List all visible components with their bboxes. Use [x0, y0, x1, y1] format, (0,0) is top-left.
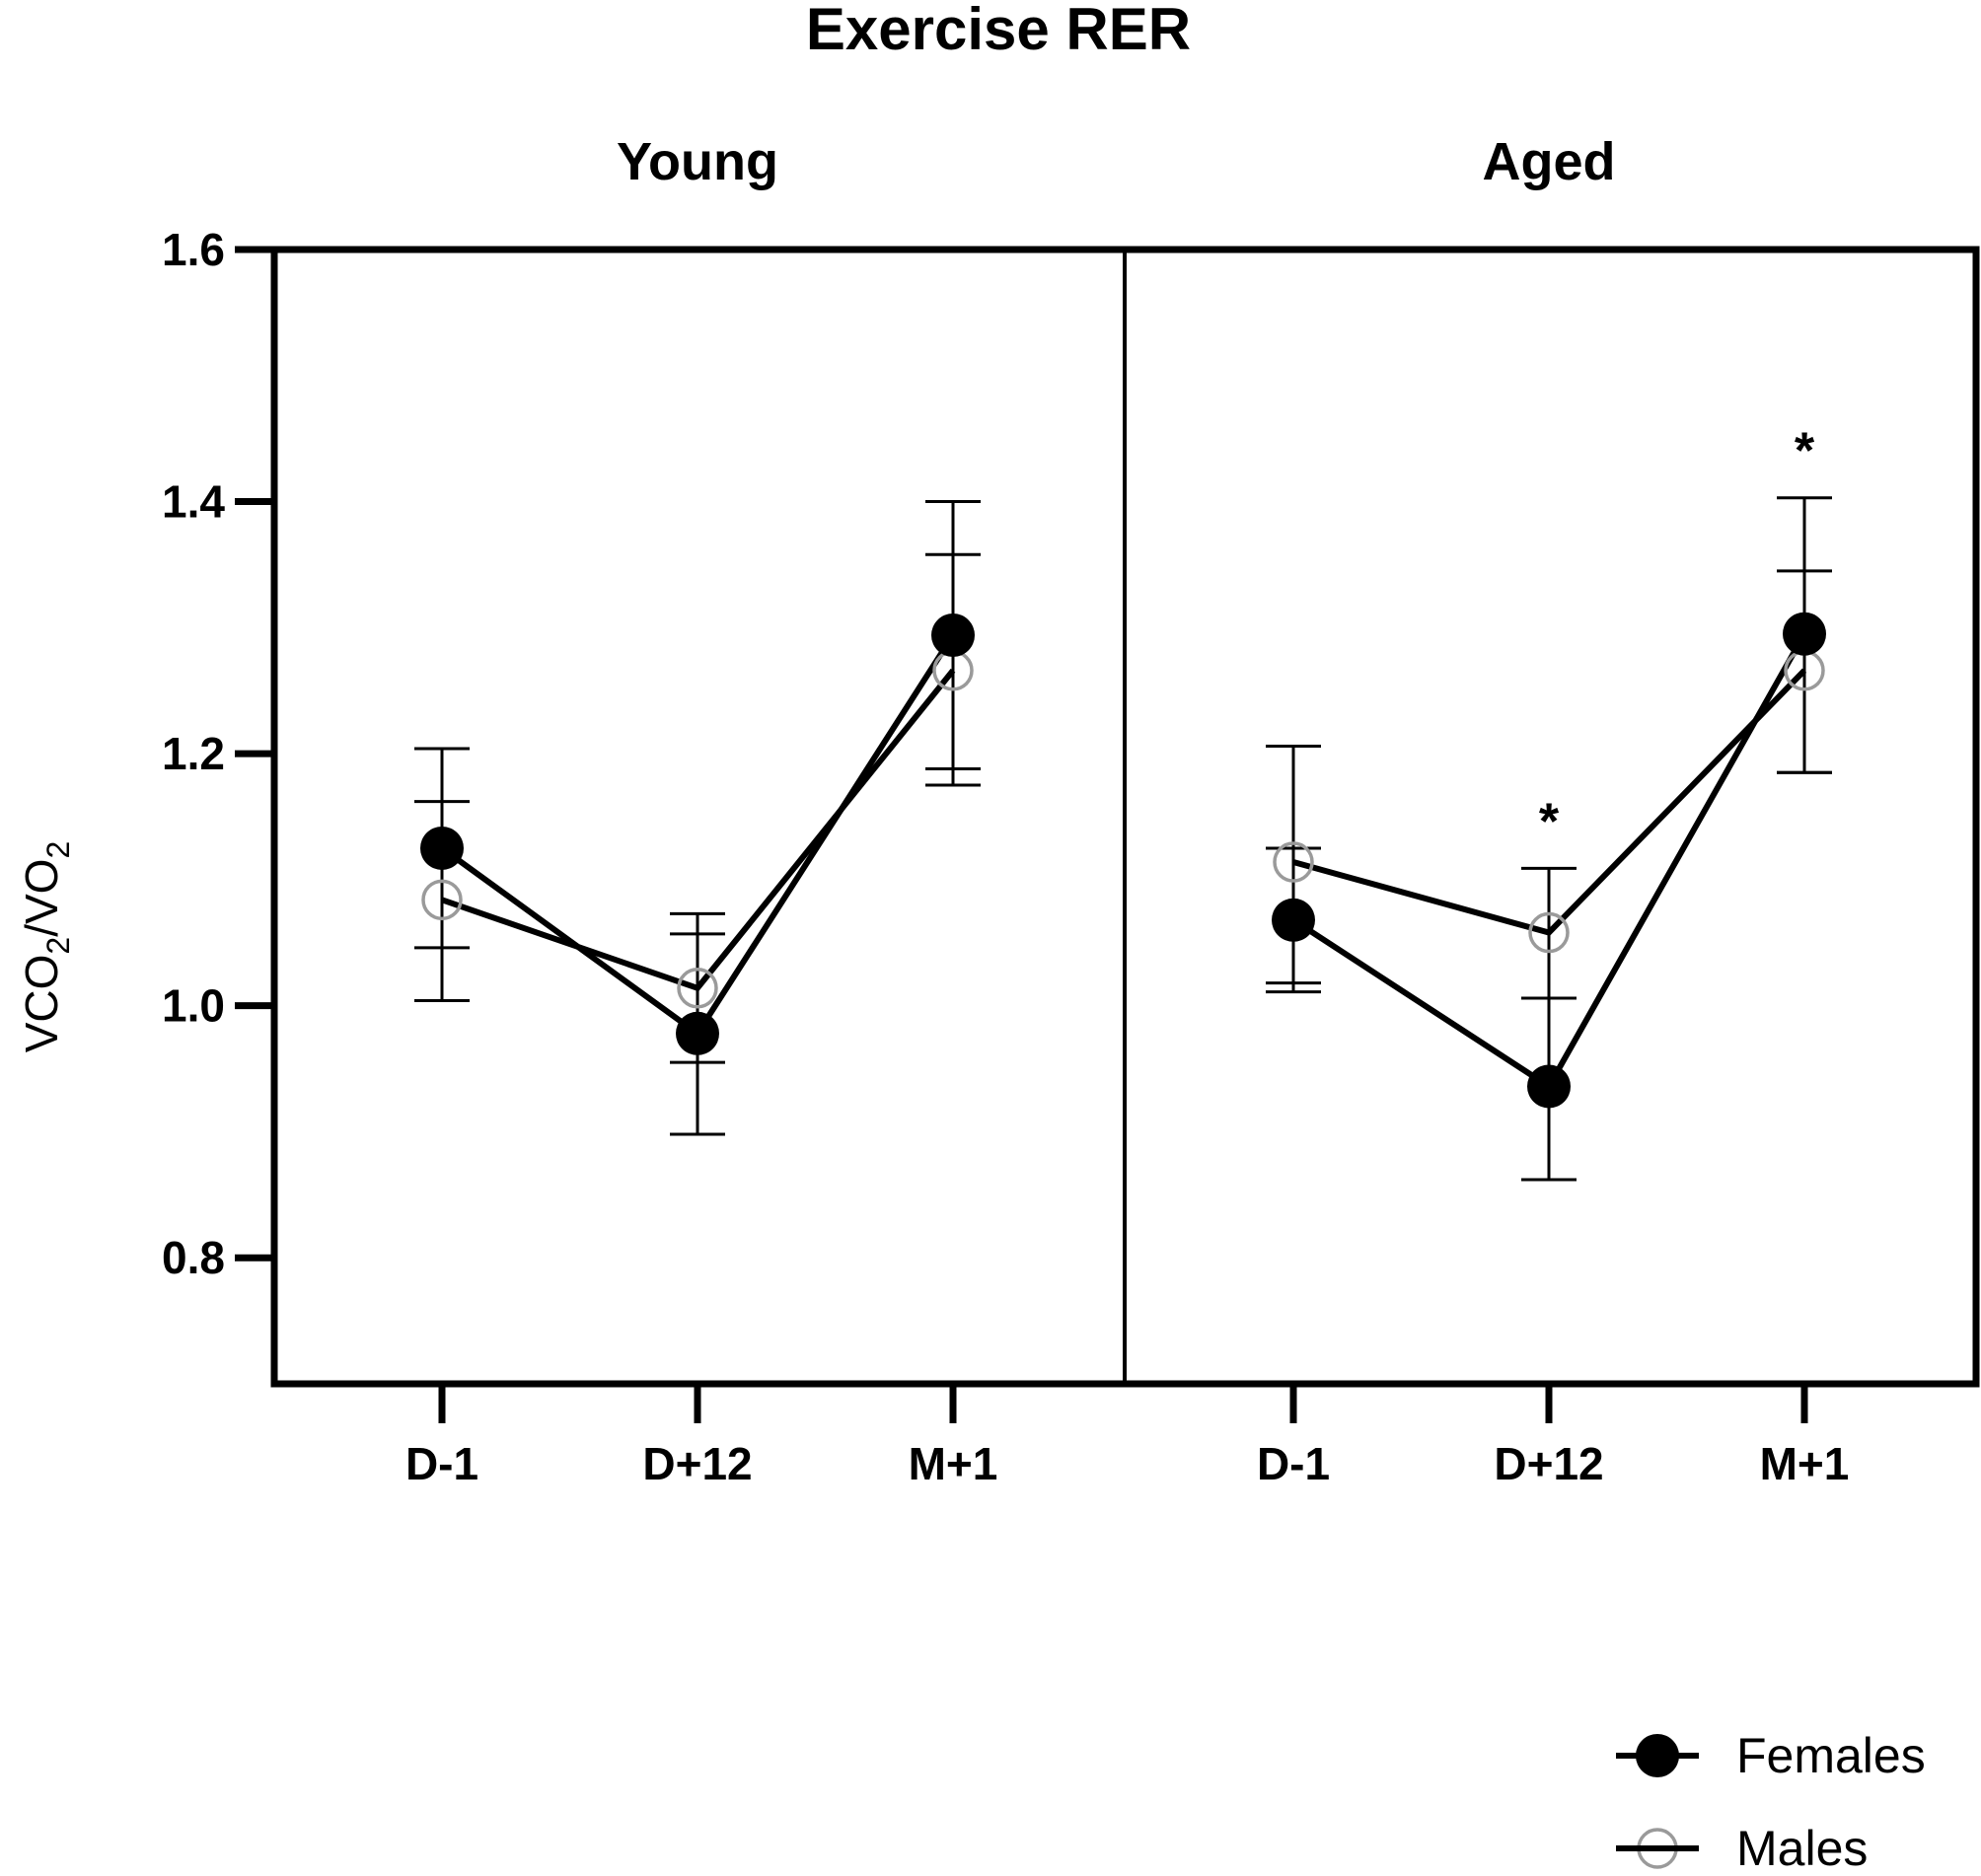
marker-females-p1-2 — [1783, 612, 1826, 656]
x-tick-label-p1-1: D+12 — [1494, 1438, 1603, 1489]
marker-males-p1-1 — [1528, 911, 1570, 954]
y-tick-label-4: 1.6 — [162, 224, 225, 275]
marker-females-p0-1 — [676, 1011, 719, 1055]
y-tick-label-2: 1.2 — [162, 728, 225, 779]
series-line-p1-males — [1292, 668, 1807, 936]
marker-females-p1-0 — [1272, 898, 1315, 942]
x-axis: D-1 D+12 M+1 D-1 D+12 M+1 — [405, 1384, 1849, 1489]
panel-titles: Young Aged — [617, 132, 1615, 191]
x-tick-label-p1-0: D-1 — [1257, 1438, 1330, 1489]
marker-males-p0-0 — [421, 879, 463, 921]
x-tick-label-p1-2: M+1 — [1760, 1438, 1850, 1489]
y-axis: 0.8 1.0 1.2 1.4 1.6 — [162, 224, 274, 1283]
series-line-p0-males — [441, 668, 956, 992]
marker-females-p0-0 — [420, 826, 464, 870]
y-axis-label: VCO2/VO2 — [16, 841, 76, 1053]
legend-marker-females — [1636, 1734, 1679, 1777]
marker-females-p0-2 — [931, 613, 975, 657]
plot-marks: ** — [414, 423, 1832, 1182]
x-tick-label-p0-2: M+1 — [909, 1438, 998, 1489]
legend-label-females: Females — [1736, 1728, 1926, 1783]
marker-males-p0-1 — [677, 968, 718, 1009]
significance-marker-p1-0: * — [1539, 793, 1560, 850]
y-tick-label-1: 1.0 — [162, 980, 225, 1032]
x-tick-label-p0-1: D+12 — [642, 1438, 752, 1489]
x-tick-label-p0-0: D-1 — [405, 1438, 478, 1489]
y-axis-label-sub1: 2 — [40, 937, 76, 955]
y-axis-label-mid: /VO — [16, 859, 67, 937]
panel-title-0: Young — [617, 132, 778, 191]
y-tick-label-0: 0.8 — [162, 1232, 225, 1283]
panel-title-1: Aged — [1483, 132, 1616, 191]
legend-label-males: Males — [1736, 1821, 1868, 1876]
legend: Females Males — [1616, 1728, 1926, 1876]
marker-males-p1-0 — [1273, 841, 1314, 883]
marker-females-p1-1 — [1527, 1064, 1571, 1109]
chart-title: Exercise RER — [806, 0, 1191, 62]
y-axis-label-sub2: 2 — [40, 841, 76, 859]
plot-frame — [270, 246, 1980, 1388]
y-axis-label-prefix: VCO — [16, 955, 67, 1053]
y-tick-label-3: 1.4 — [162, 476, 225, 528]
significance-marker-p1-1: * — [1795, 423, 1815, 480]
